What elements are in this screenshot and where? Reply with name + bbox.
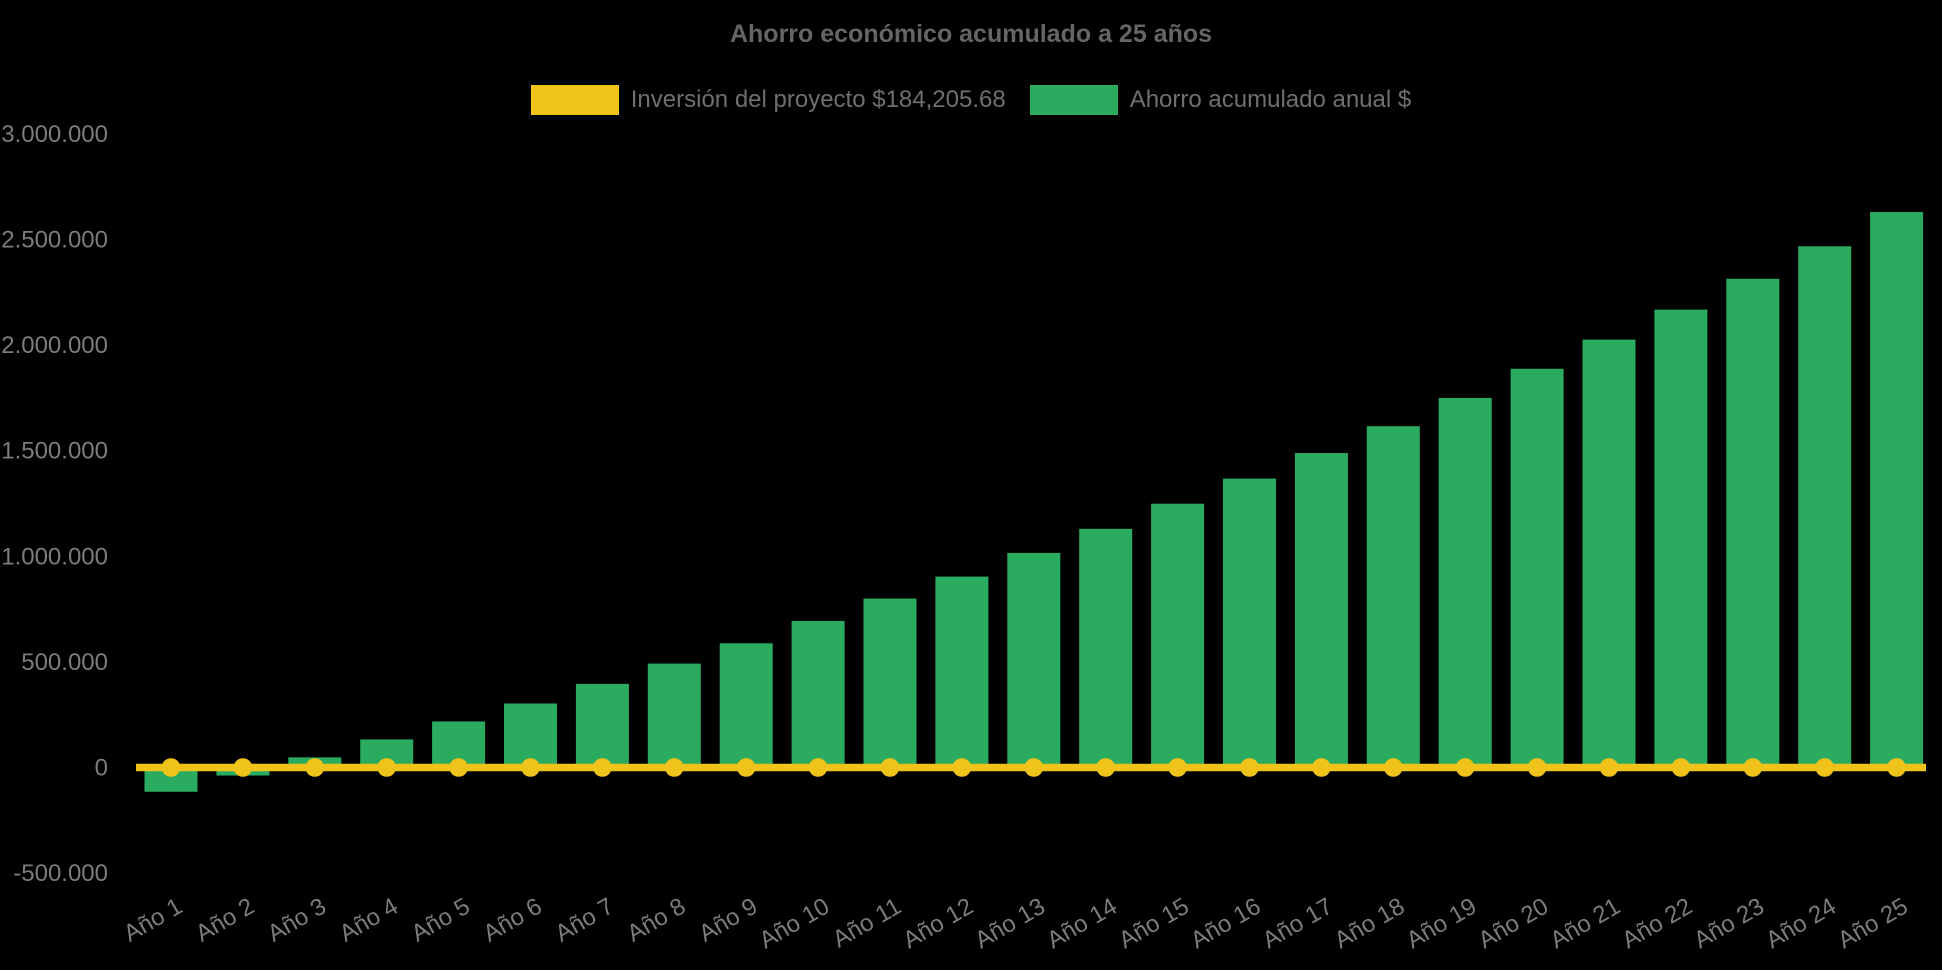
bar-año-17 [1294,453,1348,768]
legend-label-savings: Ahorro acumulado anual $ [1129,85,1412,113]
investment-line-marker [377,758,397,777]
bar-año-22 [1654,309,1708,768]
bar-año-8 [647,663,701,768]
y-tick-label: 3.000.000 [1,121,108,148]
legend-swatch-savings-icon [1029,84,1118,115]
y-tick-label: -500.000 [13,860,108,887]
bar-año-24 [1798,246,1852,768]
bar-año-6 [504,703,557,768]
bar-año-25 [1870,212,1924,768]
investment-line-group [136,758,1926,777]
x-tick-label: Año 15 [1114,893,1193,954]
bar-año-20 [1510,368,1564,768]
y-tick-label: 500.000 [21,649,108,676]
bar-año-7 [575,683,629,768]
investment-line-marker [1168,758,1187,777]
x-tick-label: Año 22 [1618,893,1697,954]
x-tick-label: Año 10 [755,893,834,954]
bar-año-11 [863,598,917,768]
bar-año-23 [1726,278,1780,768]
bar-año-21 [1582,339,1636,768]
x-tick-label: Año 7 [551,893,619,948]
x-tick-label: Año 25 [1833,893,1912,954]
y-axis-labels: 3.000.000 2.500.000 2.000.000 1.500.000 1.00… [1,121,108,887]
x-tick-label: Año 6 [479,893,547,948]
legend-item-investment[interactable]: Inversión del proyecto $184,205.68 [530,84,1006,115]
x-tick-label: Año 12 [899,893,978,954]
x-tick-label: Año 11 [828,893,906,954]
bar-año-13 [1007,552,1061,768]
investment-line-marker [1455,758,1475,777]
x-tick-label: Año 8 [622,893,690,948]
x-tick-label: Año 21 [1546,893,1625,954]
y-tick-label: 0 [95,755,108,782]
x-tick-label: Año 9 [694,893,762,948]
investment-line-marker [1599,758,1619,777]
legend-item-savings[interactable]: Ahorro acumulado anual $ [1029,84,1412,115]
investment-line-marker [952,758,972,777]
y-tick-label: 1.500.000 [1,438,108,465]
bars-group [144,212,1924,792]
investment-line-marker [305,758,325,777]
investment-line-marker [880,758,900,777]
bar-año-12 [935,576,989,768]
legend-label-investment: Inversión del proyecto $184,205.68 [630,85,1006,113]
x-tick-label: Año 23 [1689,893,1768,954]
x-tick-label: Año 13 [970,893,1049,954]
x-axis-labels: Año 1 Año 2 Año 3 Año 4 Año 5 Año 6 Año 7 Año 8… [119,893,1912,954]
investment-line-marker [449,758,468,777]
chart-title: Ahorro económico acumulado a 25 años [729,20,1213,48]
investment-line-marker [161,758,181,777]
bar-año-14 [1079,528,1133,768]
investment-line-marker [1527,758,1547,777]
investment-line-marker [1384,758,1403,777]
x-tick-label: Año 4 [335,893,403,948]
investment-line-marker [736,758,756,777]
y-tick-label: 2.500.000 [1,227,108,254]
y-tick-label: 1.000.000 [1,543,108,570]
x-tick-label: Año 18 [1330,893,1409,954]
x-tick-label: Año 1 [119,893,187,948]
bar-año-19 [1438,397,1492,768]
investment-line-marker [1815,758,1834,777]
x-tick-label: Año 14 [1042,893,1121,954]
investment-line-marker [593,758,612,777]
x-tick-label: Año 2 [191,893,259,948]
bar-año-15 [1151,503,1205,768]
investment-line-marker [808,758,828,777]
legend-swatch-investment-icon [530,84,619,115]
x-tick-label: Año 3 [263,893,331,948]
investment-line-marker [521,758,540,777]
x-tick-label: Año 16 [1186,893,1265,954]
investment-line-marker [1096,758,1115,777]
x-tick-label: Año 24 [1761,893,1840,954]
investment-line-marker [1743,758,1763,777]
bar-año-10 [791,620,845,768]
y-tick-label: 2.000.000 [1,332,108,359]
bar-año-16 [1223,478,1276,768]
bar-año-18 [1366,426,1420,768]
bar-año-9 [719,643,773,768]
investment-line-marker [1024,758,1044,777]
investment-line-marker [1312,758,1331,777]
x-tick-label: Año 20 [1474,893,1553,954]
x-tick-label: Año 19 [1402,893,1481,954]
legend: Inversión del proyecto $184,205.68 Ahorr… [0,84,1942,115]
investment-line-marker [1240,758,1259,777]
investment-line-marker [665,758,684,777]
investment-line-marker [233,758,253,777]
x-tick-label: Año 5 [407,893,475,948]
x-tick-label: Año 17 [1258,893,1337,954]
investment-line-marker [1887,758,1906,777]
investment-line-marker [1671,758,1691,777]
